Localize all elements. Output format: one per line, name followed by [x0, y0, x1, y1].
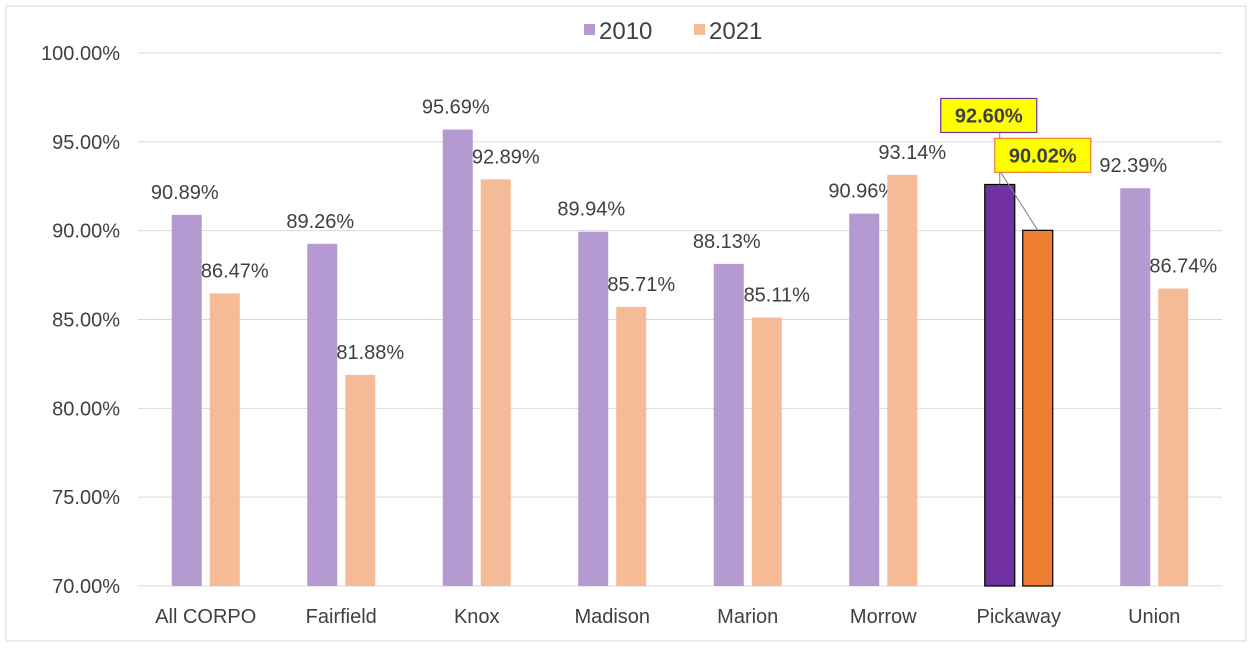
x-tick-label: Madison: [574, 606, 650, 628]
callout-leader: [1000, 172, 1039, 231]
legend-label: 2010: [599, 18, 652, 45]
data-label: 90.96%: [828, 181, 896, 203]
data-label: 92.39%: [1099, 155, 1167, 177]
data-label: 95.69%: [422, 97, 490, 119]
bar: [442, 129, 473, 586]
x-tick-label: Morrow: [850, 606, 917, 628]
x-tick-label: Fairfield: [306, 606, 377, 628]
bar: [1120, 188, 1151, 586]
data-label: 92.89%: [472, 146, 540, 168]
callout-label: 90.02%: [1009, 145, 1077, 167]
bar: [849, 213, 880, 587]
bar: [578, 231, 609, 586]
y-tick-label: 70.00%: [52, 576, 120, 598]
callout-box: [994, 137, 1092, 173]
y-tick-label: 85.00%: [52, 310, 120, 332]
bar: [345, 374, 376, 586]
y-tick-label: 80.00%: [52, 398, 120, 420]
x-tick-label: Union: [1128, 606, 1180, 628]
bar: [616, 306, 647, 586]
bar: [307, 243, 338, 586]
bar: [713, 263, 744, 586]
bar: [1022, 229, 1054, 587]
x-tick-label: Knox: [454, 606, 500, 628]
x-tick-label: All CORPO: [155, 606, 256, 628]
bar: [751, 317, 782, 586]
y-tick-label: 95.00%: [52, 132, 120, 154]
callout-box: [940, 97, 1038, 134]
legend-label: 2021: [709, 18, 762, 45]
data-label: 88.13%: [693, 231, 761, 253]
bar: [480, 179, 511, 587]
data-label: 85.11%: [744, 285, 811, 307]
bar: [984, 183, 1016, 587]
data-label: 89.26%: [286, 211, 354, 233]
x-tick-label: Pickaway: [977, 606, 1061, 628]
legend-swatch: [694, 24, 705, 35]
callout-label: 92.60%: [955, 105, 1023, 127]
bar: [209, 293, 240, 586]
bar: [171, 214, 202, 586]
data-label: 89.94%: [557, 199, 625, 221]
data-label: 81.88%: [336, 342, 404, 364]
y-tick-label: 100.00%: [41, 43, 120, 65]
data-label: 86.74%: [1149, 256, 1217, 278]
legend-swatch: [584, 24, 595, 35]
data-label: 86.47%: [201, 260, 269, 282]
bar: [887, 174, 918, 586]
data-label: 90.89%: [151, 182, 219, 204]
data-label: 93.14%: [878, 142, 946, 164]
x-tick-label: Marion: [717, 606, 778, 628]
data-label: 85.71%: [607, 274, 675, 296]
y-tick-label: 75.00%: [52, 487, 120, 509]
y-tick-label: 90.00%: [52, 221, 120, 243]
bar: [1158, 288, 1189, 586]
